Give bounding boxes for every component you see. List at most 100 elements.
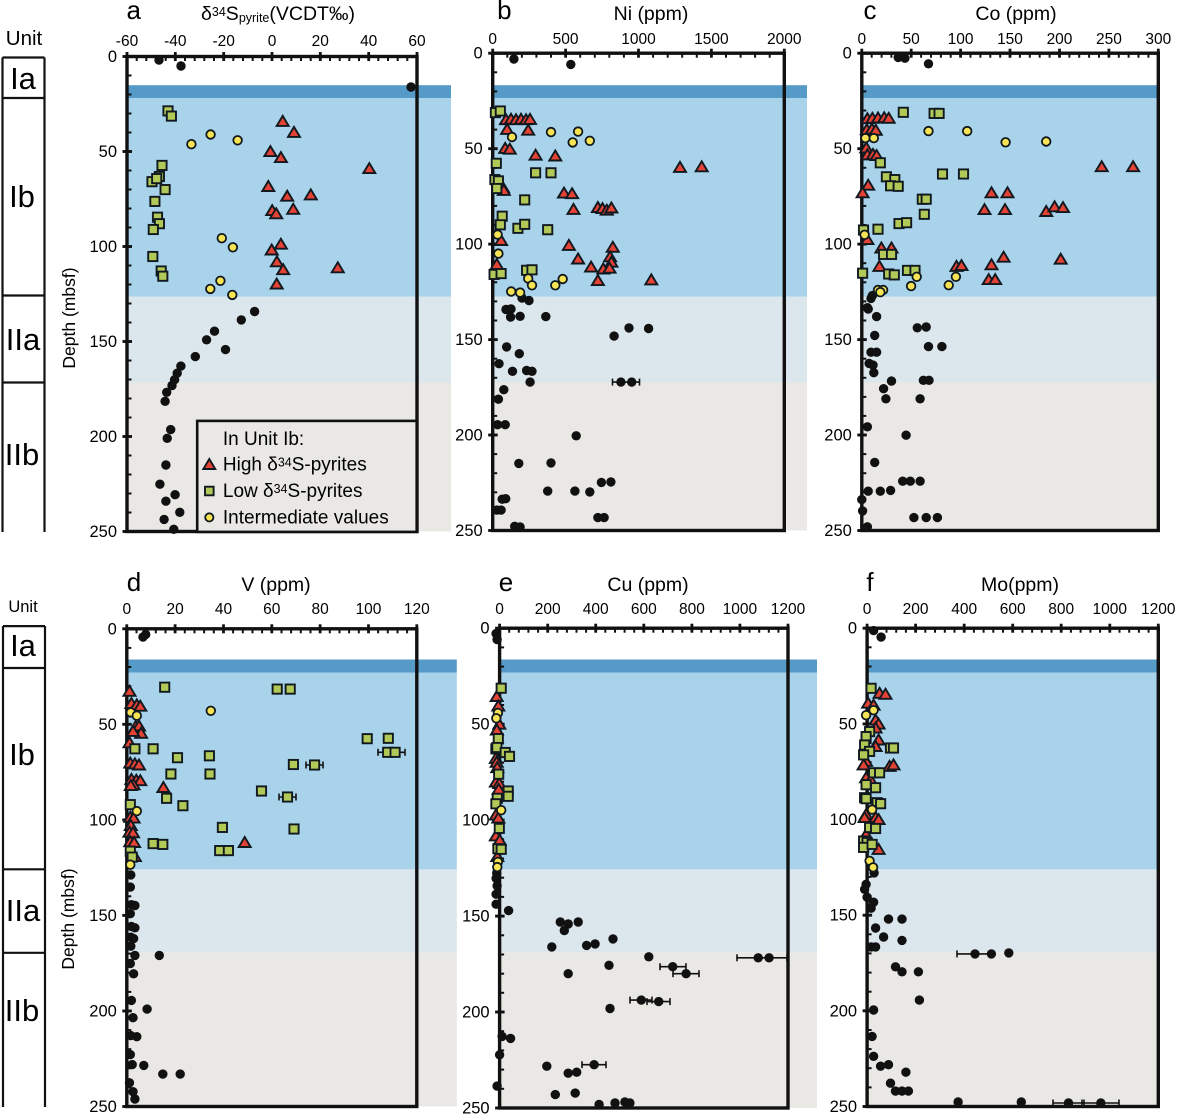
svg-text:e: e [499,567,513,597]
svg-text:Mo(ppm): Mo(ppm) [981,574,1059,596]
svg-text:200: 200 [830,1002,858,1020]
svg-text:400: 400 [951,601,977,618]
svg-text:0: 0 [108,48,117,66]
svg-text:20: 20 [166,601,184,618]
svg-text:200: 200 [89,428,117,446]
svg-text:δ34Spyrite(VCDT‰): δ34Spyrite(VCDT‰) [201,3,355,25]
svg-text:50: 50 [833,140,851,158]
svg-text:-20: -20 [212,33,235,50]
svg-text:Ib: Ib [9,737,35,772]
svg-text:100: 100 [830,811,858,829]
svg-text:100: 100 [824,236,852,254]
svg-text:60: 60 [408,33,426,50]
svg-text:250: 250 [89,523,117,541]
svg-text:f: f [866,567,874,597]
svg-text:IIa: IIa [6,893,41,928]
svg-text:50: 50 [98,716,116,734]
svg-text:300: 300 [1145,31,1171,48]
svg-text:0: 0 [268,33,277,50]
svg-text:100: 100 [462,812,490,830]
svg-text:0: 0 [857,31,866,48]
svg-text:0: 0 [474,45,483,63]
svg-text:Intermediate values: Intermediate values [223,508,389,529]
svg-text:-60: -60 [116,33,139,50]
svg-text:0: 0 [108,620,117,638]
svg-text:800: 800 [679,601,705,618]
svg-text:200: 200 [89,1003,117,1021]
svg-text:150: 150 [997,31,1023,48]
svg-text:50: 50 [99,143,117,161]
svg-text:20: 20 [312,33,330,50]
svg-text:100: 100 [89,238,117,256]
svg-text:High δ34S-pyrites: High δ34S-pyrites [223,455,367,476]
svg-text:Ia: Ia [10,628,37,663]
svg-text:100: 100 [356,601,382,618]
svg-text:Unit: Unit [8,598,38,616]
svg-text:150: 150 [824,331,852,349]
svg-text:V (ppm): V (ppm) [241,574,310,596]
svg-text:100: 100 [948,31,974,48]
svg-text:60: 60 [263,601,281,618]
svg-text:120: 120 [404,601,430,618]
svg-text:0: 0 [843,45,852,63]
svg-text:Depth (mbsf): Depth (mbsf) [59,267,79,368]
svg-text:600: 600 [1000,601,1026,618]
svg-text:250: 250 [455,522,483,540]
svg-text:250: 250 [462,1100,490,1114]
svg-text:50: 50 [903,31,921,48]
svg-text:Cu (ppm): Cu (ppm) [607,574,688,596]
svg-text:a: a [126,0,141,25]
svg-text:150: 150 [830,907,858,925]
svg-text:Ia: Ia [10,61,37,96]
svg-text:IIb: IIb [5,993,39,1028]
svg-text:40: 40 [215,601,233,618]
svg-text:800: 800 [1048,601,1074,618]
svg-text:150: 150 [89,333,117,351]
svg-text:80: 80 [311,601,329,618]
svg-text:200: 200 [462,1004,490,1022]
svg-text:Co (ppm): Co (ppm) [975,3,1056,25]
svg-text:200: 200 [535,601,561,618]
svg-text:0: 0 [488,31,497,48]
svg-text:200: 200 [455,427,483,445]
svg-text:1000: 1000 [621,31,656,48]
svg-text:200: 200 [824,427,852,445]
svg-text:500: 500 [553,31,579,48]
svg-text:50: 50 [471,716,489,734]
svg-text:40: 40 [360,33,378,50]
svg-text:IIb: IIb [5,437,39,472]
svg-text:0: 0 [480,620,489,638]
svg-text:c: c [864,0,877,25]
svg-text:1200: 1200 [771,601,806,618]
svg-text:250: 250 [1096,31,1122,48]
svg-text:b: b [497,0,511,25]
svg-text:1000: 1000 [1093,601,1128,618]
svg-text:100: 100 [455,236,483,254]
svg-text:0: 0 [122,601,131,618]
svg-text:600: 600 [631,601,657,618]
svg-text:200: 200 [1047,31,1073,48]
svg-text:150: 150 [462,908,490,926]
svg-text:0: 0 [848,620,857,638]
svg-text:Unit: Unit [6,27,43,50]
svg-text:-40: -40 [164,33,187,50]
svg-text:250: 250 [89,1098,117,1114]
svg-text:0: 0 [495,601,504,618]
svg-text:50: 50 [839,715,857,733]
svg-text:Depth (mbsf): Depth (mbsf) [58,868,78,969]
svg-text:1000: 1000 [723,601,758,618]
svg-text:Low δ34S-pyrites: Low δ34S-pyrites [223,481,363,502]
svg-text:Ni (ppm): Ni (ppm) [614,3,689,25]
svg-text:150: 150 [89,907,117,925]
svg-text:In Unit Ib:: In Unit Ib: [223,429,304,450]
svg-text:150: 150 [455,331,483,349]
svg-text:100: 100 [89,811,117,829]
svg-text:250: 250 [824,522,852,540]
svg-text:250: 250 [830,1098,858,1114]
svg-text:50: 50 [464,140,482,158]
svg-text:Ib: Ib [9,179,35,214]
svg-text:1500: 1500 [694,31,729,48]
svg-text:200: 200 [903,601,929,618]
svg-text:IIa: IIa [6,322,41,357]
svg-text:1200: 1200 [1141,601,1176,618]
